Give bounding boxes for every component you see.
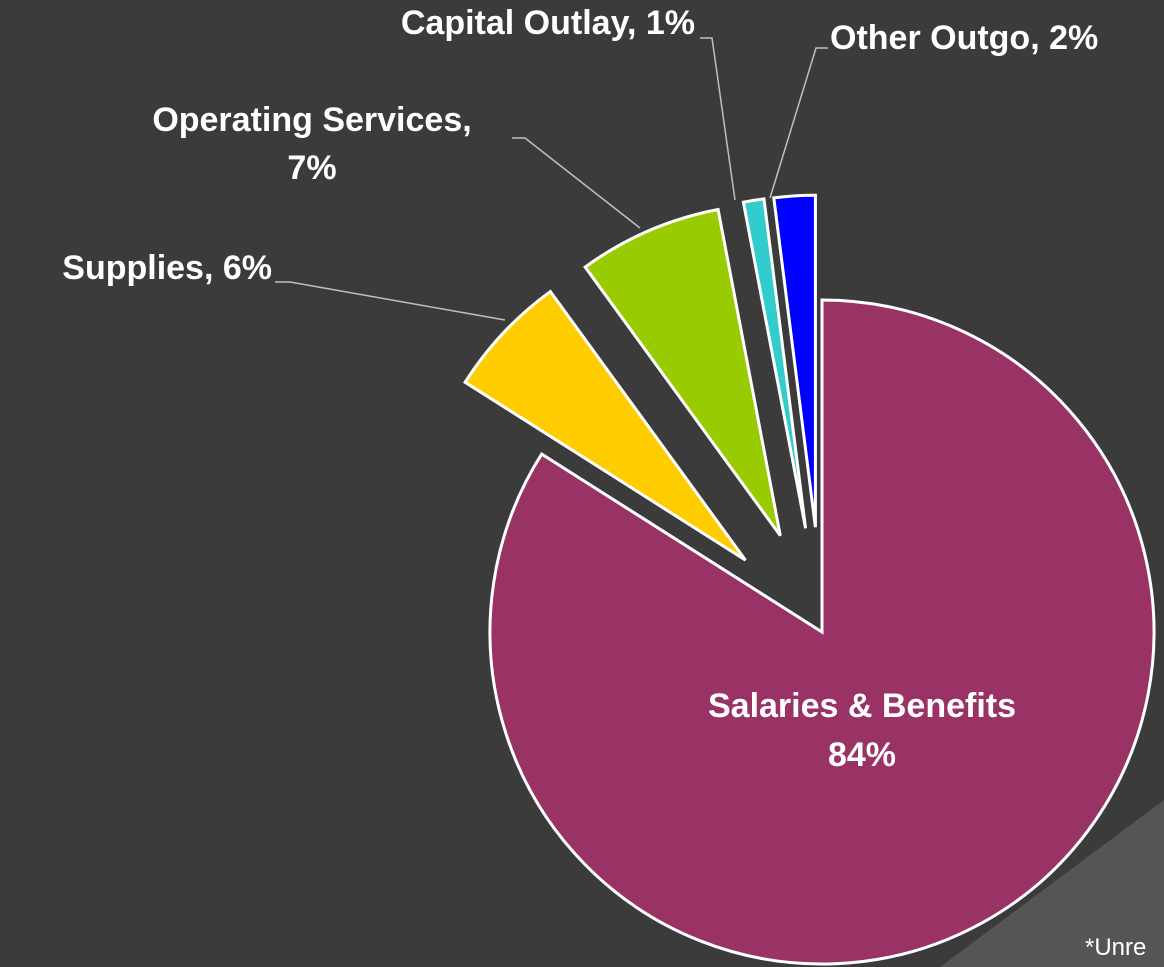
leader-line <box>700 37 736 201</box>
pie-slice <box>463 289 747 562</box>
leader-line <box>512 137 641 229</box>
pie-slice <box>741 197 808 529</box>
leader-line <box>275 281 506 321</box>
data-label: Capital Outlay, 1% <box>401 4 695 42</box>
data-label: Salaries & Benefits 84% <box>708 687 1016 774</box>
pie-slice <box>488 298 1156 966</box>
footnote: *Unre <box>1085 934 1146 961</box>
data-label: Supplies, 6% <box>62 249 272 287</box>
background-shade <box>940 800 1164 967</box>
data-label: Other Outgo, 2% <box>830 19 1098 57</box>
pie-slice <box>583 207 782 537</box>
data-label: Operating Services, 7% <box>152 101 471 187</box>
leader-line <box>769 47 828 199</box>
pie-slice <box>772 193 817 528</box>
